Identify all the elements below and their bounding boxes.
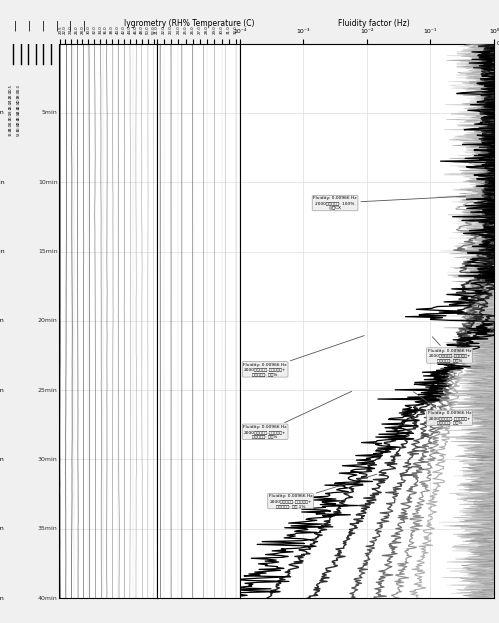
Text: Fluidity: 0.00966 Hz
2000升淨重比例-天津減薬器+
天津減薬器: 重量 1%: Fluidity: 0.00966 Hz 2000升淨重比例-天津減薬器+ 天津… — [269, 474, 377, 508]
Text: 25min: 25min — [0, 388, 4, 392]
Text: |: | — [69, 21, 72, 31]
Text: 24.0: 24.0 — [8, 95, 12, 103]
Text: Time: Time — [489, 315, 495, 333]
Text: |: | — [27, 21, 30, 31]
Text: 22.0: 22.0 — [8, 90, 12, 98]
Text: Fluidity: 0.00966 Hz
2000升淨重比例-天津減薬器+
天津減薬器: 重量%: Fluidity: 0.00966 Hz 2000升淨重比例-天津減薬器+ 天津… — [414, 392, 471, 424]
Text: |: | — [55, 21, 58, 31]
Text: 30min: 30min — [0, 457, 4, 462]
Text: 15min: 15min — [38, 249, 58, 254]
Text: 40.0: 40.0 — [16, 95, 20, 103]
Text: 32.0: 32.0 — [8, 118, 12, 125]
Text: 26.0: 26.0 — [8, 101, 12, 109]
Text: |: | — [41, 21, 44, 31]
Text: 15min: 15min — [0, 249, 4, 254]
Text: 28.0: 28.0 — [8, 107, 12, 114]
Text: 5min: 5min — [0, 110, 4, 115]
Text: 46.0: 46.0 — [16, 112, 20, 120]
Text: 5min: 5min — [42, 110, 58, 115]
Text: Iygrometry (RH% Temperature (C): Iygrometry (RH% Temperature (C) — [124, 19, 255, 28]
Text: 30min: 30min — [38, 457, 58, 462]
Text: Fluidity: 0.00966 Hz
2000升淨重比例-天津減薬器+
天津減薬器: 重量%: Fluidity: 0.00966 Hz 2000升淨重比例-天津減薬器+ 天津… — [244, 336, 364, 376]
Text: 44.0: 44.0 — [16, 107, 20, 114]
Text: 38.0: 38.0 — [16, 90, 20, 98]
Text: 36.0: 36.0 — [8, 128, 12, 136]
Text: 0: 0 — [497, 41, 499, 46]
Text: 10min: 10min — [0, 179, 4, 185]
Text: 50.0: 50.0 — [16, 123, 20, 131]
Text: 52.0: 52.0 — [16, 128, 20, 136]
Text: 40min: 40min — [0, 596, 4, 601]
Text: 25min: 25min — [38, 388, 58, 392]
Text: Fluidity: 0.00966 Hz
2000升淨重比例-天津減薬器+
天津減薬器: 重量%: Fluidity: 0.00966 Hz 2000升淨重比例-天津減薬器+ 天津… — [244, 391, 352, 439]
Text: |: | — [13, 21, 16, 31]
Text: 35min: 35min — [38, 526, 58, 531]
Text: |: | — [83, 21, 86, 31]
Text: 34.0: 34.0 — [8, 123, 12, 131]
Text: Fluidity: 0.00966 Hz
2000升淨重比例-天津減薬器+
天津減薬器: 重量%: Fluidity: 0.00966 Hz 2000升淨重比例-天津減薬器+ 天津… — [428, 337, 471, 362]
Text: 36.0: 36.0 — [16, 84, 20, 92]
Text: 35min: 35min — [0, 526, 4, 531]
Text: 20min: 20min — [38, 318, 58, 323]
Text: 20min: 20min — [0, 318, 4, 323]
Text: Fluidity factor (Hz): Fluidity factor (Hz) — [338, 19, 410, 28]
Text: 30.0: 30.0 — [8, 112, 12, 120]
Text: 10min: 10min — [38, 179, 58, 185]
Text: 48.0: 48.0 — [16, 118, 20, 125]
Text: Fluidity: 0.00966 Hz
2000升淨重比例: 100%
@　CX: Fluidity: 0.00966 Hz 2000升淨重比例: 100% @ C… — [313, 196, 466, 209]
Text: 20.5: 20.5 — [8, 84, 12, 92]
Text: 40min: 40min — [38, 596, 58, 601]
Text: 42.0: 42.0 — [16, 101, 20, 109]
